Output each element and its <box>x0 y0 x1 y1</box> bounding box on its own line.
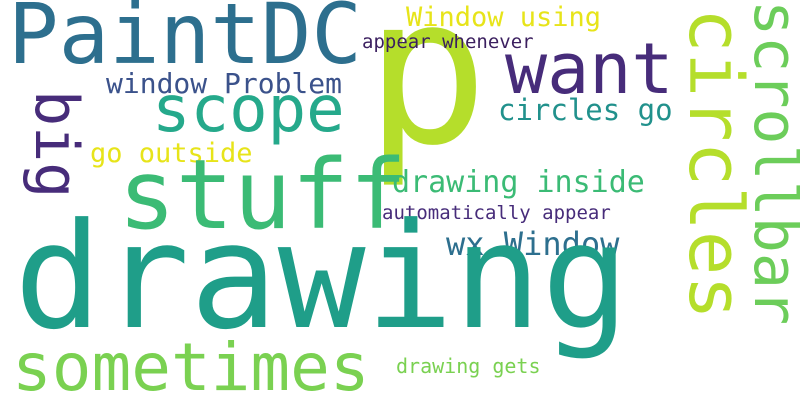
word-scope: scope <box>152 73 345 147</box>
word-go-outside: go outside <box>90 138 253 169</box>
word-drawing: drawing <box>14 192 630 362</box>
word-circles-go: circles go <box>498 93 673 127</box>
word-drawing-inside: drawing inside <box>392 165 645 200</box>
word-p: p <box>365 0 489 191</box>
word-big: big <box>21 90 91 199</box>
word-want: want <box>505 28 674 110</box>
word-window-problem: window Problem <box>106 67 343 100</box>
word-automatically-appear: automatically appear <box>382 202 611 224</box>
word-drawing-gets: drawing gets <box>396 354 541 378</box>
word-scrollbar: scrollbar <box>740 0 800 326</box>
word-window-using: Window using <box>406 2 602 33</box>
word-stuff: stuff <box>118 139 407 251</box>
word-paintdc: PaintDC <box>8 0 363 83</box>
word-appear-whenever: appear whenever <box>362 31 534 53</box>
word-sometimes: sometimes <box>12 329 370 400</box>
word-wx-window: wx Window <box>446 225 620 263</box>
